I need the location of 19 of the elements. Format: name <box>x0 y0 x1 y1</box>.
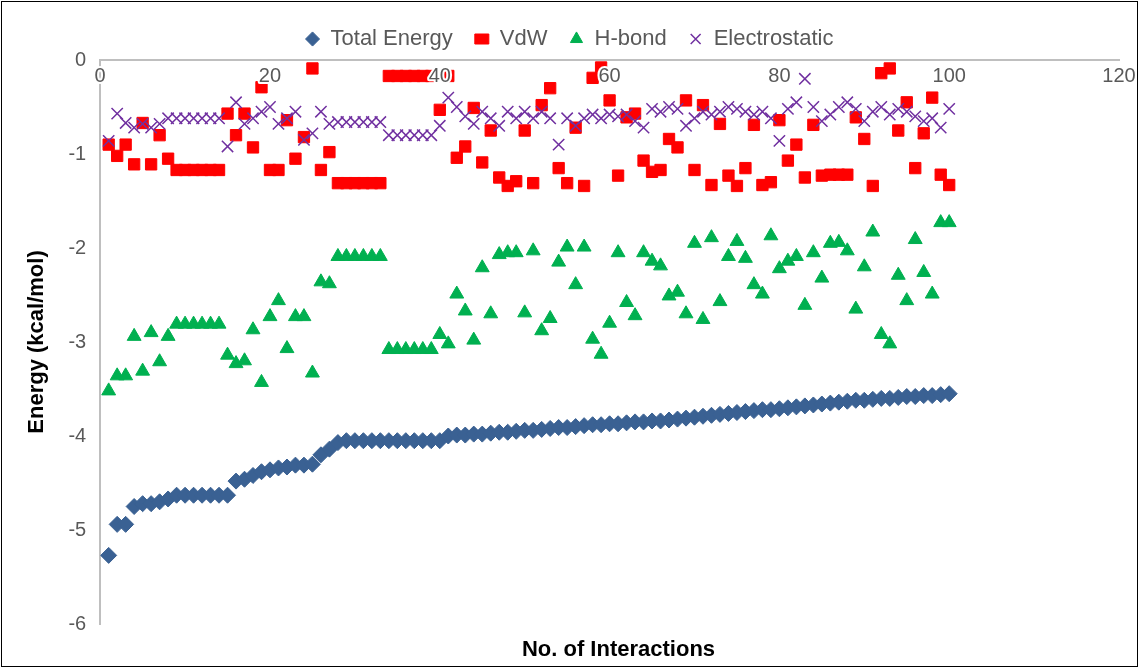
y-tick-label: -6 <box>68 611 87 634</box>
x-tick-label: 0 <box>94 63 106 86</box>
legend-label: Electrostatic <box>713 25 834 51</box>
x-tick-label: 100 <box>932 63 966 86</box>
y-tick-label: -5 <box>68 517 87 540</box>
x-tick-label: 80 <box>768 63 791 86</box>
y-tick-label: -2 <box>68 235 87 258</box>
legend-label: Total Energy <box>330 25 453 51</box>
legend-label: VdW <box>499 25 548 51</box>
x-tick-label: 60 <box>598 63 621 86</box>
x-tick-label: 120 <box>1102 63 1136 86</box>
y-tick-label: -1 <box>68 141 87 164</box>
y-tick-label: -4 <box>68 423 87 446</box>
legend-label: H-bond <box>594 25 667 51</box>
y-tick-label: -3 <box>68 329 87 352</box>
x-axis-title: No. of Interactions <box>520 636 717 662</box>
y-tick-label: 0 <box>75 47 87 70</box>
y-axis-title: Energy (kcal/mol) <box>23 250 49 434</box>
x-tick-label: 20 <box>258 63 282 86</box>
